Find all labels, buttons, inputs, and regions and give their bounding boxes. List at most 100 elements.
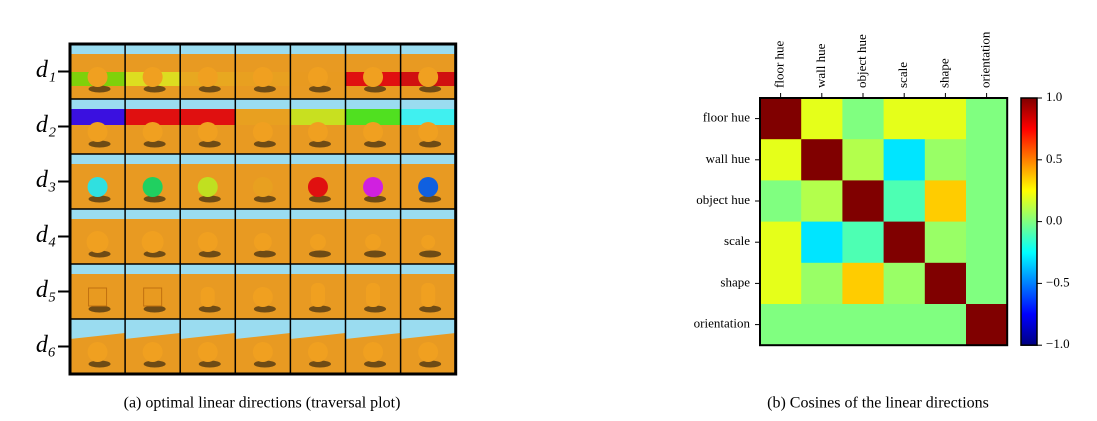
thumb-sky — [235, 44, 291, 54]
thumb-wall — [180, 109, 236, 125]
heat-cell — [883, 180, 926, 223]
thumb-shadow — [88, 360, 111, 368]
thumb-ball — [365, 234, 382, 250]
heat-cell — [883, 221, 926, 264]
thumb-sky — [345, 99, 401, 109]
thumb-shadow — [419, 195, 442, 203]
heat-frame — [759, 97, 1009, 347]
thumb-ball — [307, 67, 328, 87]
thumb-ball — [197, 122, 218, 142]
thumb-shadow — [143, 305, 166, 313]
thumb-sky — [235, 264, 291, 274]
thumb-shadow — [198, 85, 221, 93]
thumb-shadow — [364, 360, 387, 368]
thumb-ball — [86, 231, 109, 253]
x-tick-label: wall hue — [813, 43, 828, 88]
thumb-shadow — [364, 305, 387, 313]
heat-cell — [966, 304, 1008, 346]
thumb-sky — [400, 319, 456, 329]
thumb-tilt — [235, 329, 291, 339]
thumb-ball — [421, 235, 436, 249]
thumb-shadow — [88, 85, 111, 93]
thumb-shadow — [88, 305, 111, 313]
thumb-shadow — [143, 195, 166, 203]
row-label: d₃ — [36, 167, 56, 193]
thumb-ball — [141, 231, 164, 253]
heat-cell — [966, 262, 1008, 305]
thumb-tilt — [290, 329, 346, 339]
thumb-shadow — [308, 305, 331, 313]
thumb-sky — [400, 264, 456, 274]
thumb-shadow — [143, 360, 166, 368]
thumb-ball — [307, 342, 328, 362]
colorbar-tick-label: 0.0 — [1046, 213, 1062, 228]
heat-cell — [842, 139, 885, 181]
thumb-shadow — [88, 195, 111, 203]
thumb-shadow — [198, 360, 221, 368]
heat-cell — [801, 221, 843, 264]
thumb-ball — [87, 67, 108, 87]
thumb-sky — [345, 264, 401, 274]
heat-cell — [883, 304, 926, 346]
thumb-sky — [125, 264, 181, 274]
row-label: d₅ — [36, 277, 56, 303]
thumb-cube — [143, 287, 163, 307]
thumb-shadow — [253, 305, 276, 313]
thumb-ball — [363, 122, 384, 142]
heat-cell — [760, 221, 802, 264]
thumb-shadow — [253, 195, 276, 203]
thumb-sky — [345, 154, 401, 164]
thumb-sky — [180, 319, 236, 329]
thumb-ball — [307, 177, 328, 197]
thumb-shadow — [253, 360, 276, 368]
colorbar-tick-label: −1.0 — [1046, 336, 1070, 351]
thumb-ball — [307, 122, 328, 142]
thumb-sky — [180, 99, 236, 109]
x-tick-label: orientation — [978, 31, 993, 88]
heat-cell — [801, 304, 843, 346]
thumb-wall — [125, 109, 181, 125]
thumb-tilt — [125, 329, 181, 339]
thumb-ball — [142, 122, 163, 142]
thumb-tilt — [400, 329, 456, 339]
thumb-sky — [290, 264, 346, 274]
thumb-ball — [418, 67, 439, 87]
heat-cell — [924, 139, 967, 181]
thumb-sky — [290, 154, 346, 164]
thumb-ball — [87, 342, 108, 362]
thumb-shadow — [364, 195, 387, 203]
thumb-wall — [235, 109, 291, 125]
row-label: d₆ — [36, 332, 56, 358]
thumb-wall — [345, 109, 401, 125]
thumb-sky — [235, 319, 291, 329]
thumb-ball — [142, 67, 163, 87]
thumb-sky — [235, 154, 291, 164]
heat-cell — [760, 304, 802, 346]
x-tick-label: object hue — [854, 34, 869, 88]
traversal-grid — [70, 44, 456, 374]
colorbar — [1020, 97, 1038, 346]
heat-cell — [883, 262, 926, 305]
heat-cell — [760, 262, 802, 305]
row-label: d₄ — [36, 222, 56, 248]
thumb-shadow — [253, 140, 276, 148]
thumb-ball — [363, 67, 384, 87]
thumb-shadow — [143, 85, 166, 93]
thumb-sky — [180, 264, 236, 274]
thumb-ball — [252, 177, 273, 197]
thumb-wall — [70, 109, 126, 125]
colorbar-tick-label: 0.5 — [1046, 151, 1062, 166]
thumb-ball — [418, 342, 439, 362]
thumb-sky — [70, 209, 126, 219]
heat-cell — [842, 221, 885, 264]
heat-cell — [924, 221, 967, 264]
thumb-ball — [418, 122, 439, 142]
row-label: d₂ — [36, 112, 56, 138]
thumb-shadow — [364, 85, 387, 93]
thumb-sky — [180, 209, 236, 219]
thumb-shadow — [419, 250, 442, 258]
thumb-sky — [235, 209, 291, 219]
thumb-wall — [290, 109, 346, 125]
heat-cell — [801, 262, 843, 305]
